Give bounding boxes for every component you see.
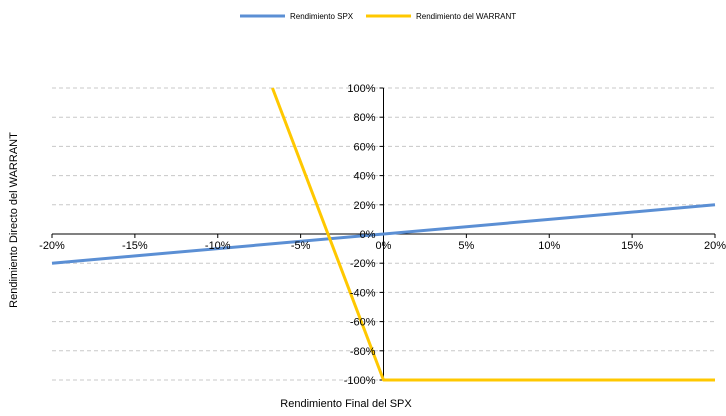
x-tick-label: 5% [458, 240, 474, 252]
series-line [271, 87, 715, 382]
y-tick-label: -100% [344, 375, 376, 387]
x-tick-label: 15% [621, 240, 643, 252]
x-tick-label: -5% [291, 240, 311, 252]
legend-label: Rendimiento SPX [290, 12, 354, 21]
legend: Rendimiento SPX Rendimiento del WARRANT [240, 12, 516, 21]
series-line [51, 203, 716, 265]
series-layer [51, 87, 716, 382]
x-tick-label: 0% [376, 240, 392, 252]
y-tick-label: -60% [350, 317, 376, 329]
y-axis-title: Rendimiento Directo del WARRANT [8, 132, 20, 308]
x-tick-label: 10% [538, 240, 560, 252]
y-tick-label: -80% [350, 346, 376, 358]
y-tick-label: -20% [350, 258, 376, 270]
x-axis-title: Rendimiento Final del SPX [280, 398, 412, 410]
x-tick-label: -10% [205, 240, 231, 252]
y-tick-label: 0% [360, 229, 376, 241]
y-tick-label: 60% [353, 141, 375, 153]
x-tick-label: 20% [704, 240, 726, 252]
y-tick-label: 80% [353, 112, 375, 124]
legend-label: Rendimiento del WARRANT [416, 12, 516, 21]
y-tick-label: 100% [347, 83, 375, 95]
y-tick-label: 40% [353, 171, 375, 183]
y-tick-label: -40% [350, 287, 376, 299]
tick-labels: -20% -15% -10% -5% 0% 5% 10% 15% 20% 100% 80% 60% 40… [39, 83, 726, 387]
x-tick-label: -20% [39, 240, 65, 252]
x-tick-label: -15% [122, 240, 148, 252]
y-tick-label: 20% [353, 200, 375, 212]
